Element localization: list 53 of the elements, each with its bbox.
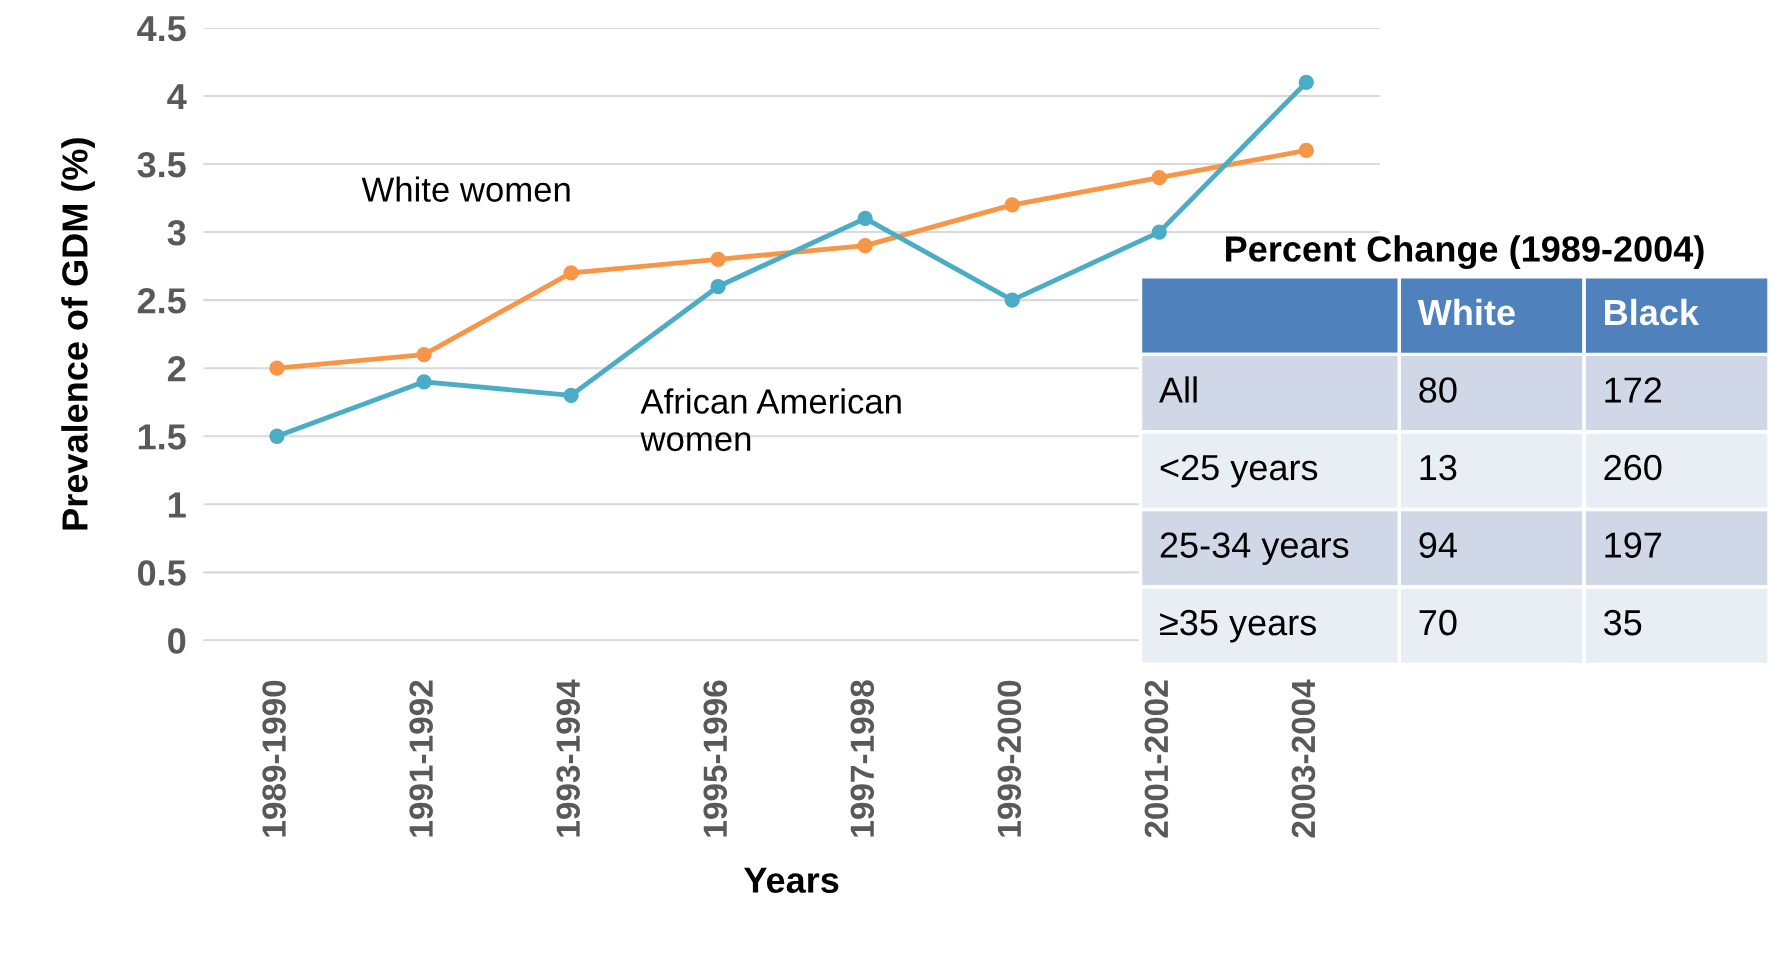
data-label: 70	[1419, 609, 1457, 636]
x-tick-label: 1989-1990	[262, 680, 286, 837]
y-tick-label: 25-34 years	[1160, 532, 1349, 566]
point	[269, 428, 285, 444]
x-tick-label: 1995-1996	[703, 680, 728, 837]
y-tick-label: 4.5	[137, 16, 186, 42]
x-tick-label: 2001-2002	[1144, 680, 1169, 838]
data-label: 13	[1420, 454, 1457, 481]
point	[563, 387, 579, 404]
series-label: African American women	[640, 388, 901, 452]
x-tick-label: 1991-1992	[409, 680, 433, 837]
point	[710, 251, 726, 267]
point	[1298, 142, 1314, 159]
y-tick-label: 3	[167, 219, 186, 246]
series-label: White women	[361, 176, 570, 202]
point	[1151, 224, 1167, 240]
data-label: 80	[1419, 377, 1457, 403]
x-tick-label: Black	[1605, 298, 1700, 326]
y-tick-label: All	[1159, 376, 1197, 403]
x-tick-label: White	[1417, 298, 1515, 326]
data-label: 197	[1605, 532, 1662, 558]
point	[1004, 292, 1020, 308]
y-tick-label: ≥35 years	[1160, 609, 1316, 643]
y-axis-title: Prevalence of GDM (%)	[61, 138, 95, 530]
y-tick-label: 4	[167, 84, 187, 110]
point	[416, 346, 432, 363]
x-tick-label: 2003-2004	[1291, 679, 1316, 838]
point	[269, 360, 285, 376]
data-label: 172	[1605, 377, 1662, 403]
x-axis-title: Years	[744, 867, 839, 893]
point	[416, 374, 432, 390]
y-tick-label: 0.5	[138, 560, 186, 586]
point	[563, 265, 579, 281]
chart-title: Percent Change (1989-2004)	[1226, 235, 1704, 270]
point	[710, 278, 726, 295]
point	[1004, 197, 1020, 213]
x-tick-label: 1993-1994	[556, 679, 581, 837]
point	[1151, 170, 1167, 186]
point	[1298, 74, 1314, 91]
x-tick-label: 1997-1998	[850, 680, 875, 837]
y-tick-label: 1	[168, 492, 186, 518]
point	[857, 238, 873, 254]
y-tick-label: 2	[167, 356, 186, 382]
y-tick-label: 2.5	[137, 288, 186, 314]
y-tick-label: 0	[168, 628, 186, 654]
data-label: 35	[1604, 609, 1642, 636]
data-label: 94	[1419, 532, 1457, 558]
point	[857, 210, 873, 227]
y-tick-label: 3.5	[137, 151, 186, 178]
data-label: 260	[1604, 454, 1662, 481]
y-tick-label: 1.5	[138, 424, 186, 450]
x-tick-label: 1999-2000	[997, 680, 1022, 837]
y-tick-label: <25 years	[1160, 454, 1318, 488]
